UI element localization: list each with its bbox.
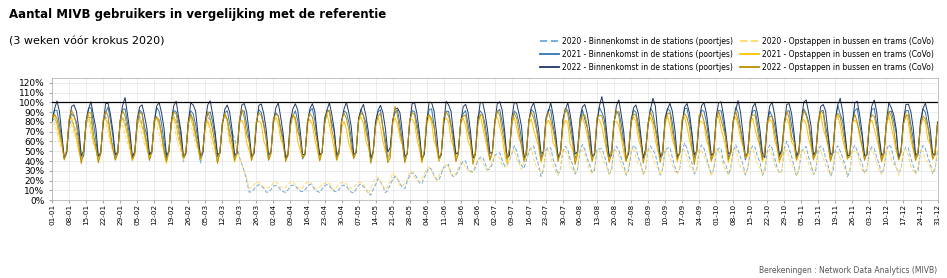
Text: Aantal MIVB gebruikers in vergelijking met de referentie: Aantal MIVB gebruikers in vergelijking m… (9, 8, 386, 21)
Text: (3 weken vóór krokus 2020): (3 weken vóór krokus 2020) (9, 36, 165, 46)
Text: Berekeningen : Network Data Analytics (MIVB): Berekeningen : Network Data Analytics (M… (759, 266, 938, 275)
Legend: 2020 - Binnenkomst in de stations (poortjes), 2021 - Binnenkomst in de stations : 2020 - Binnenkomst in de stations (poort… (541, 37, 934, 71)
